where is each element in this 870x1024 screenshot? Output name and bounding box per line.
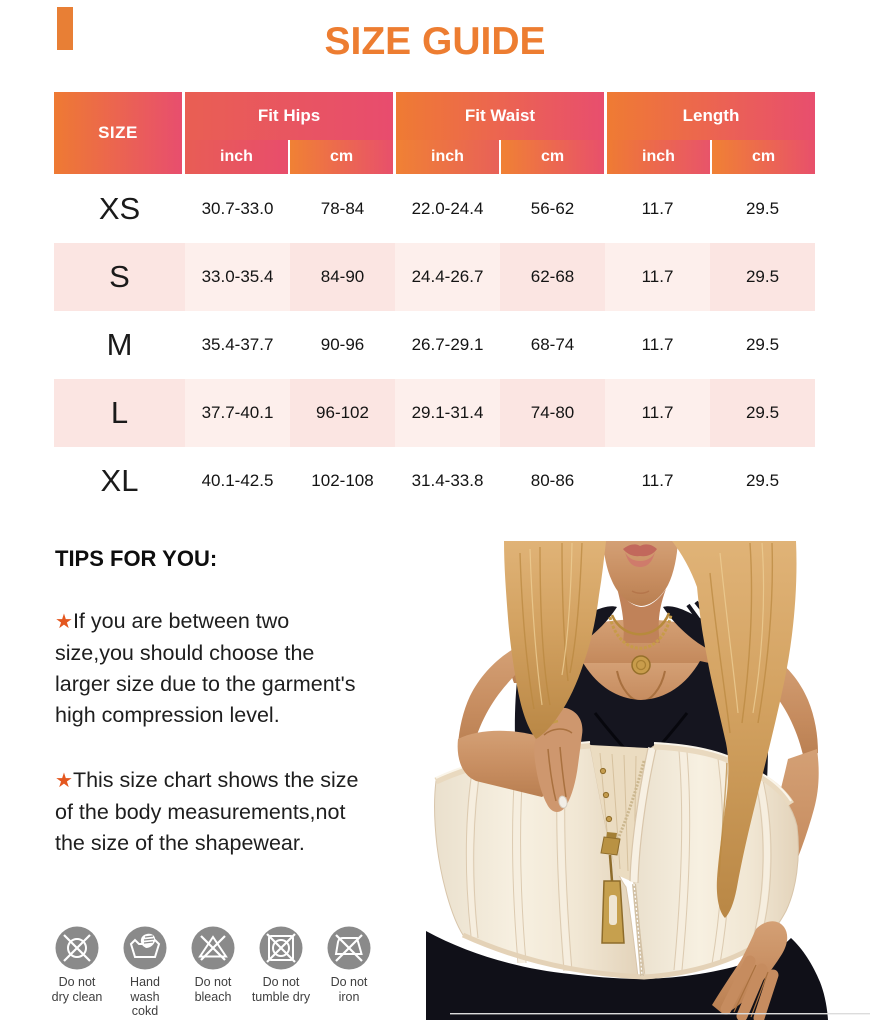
- table-header: SIZE Fit Hips inch cm Fit Waist inch cm …: [54, 92, 815, 174]
- size-chart-table: SIZE Fit Hips inch cm Fit Waist inch cm …: [54, 92, 815, 515]
- col-header-fit-hips: Fit Hips: [185, 92, 393, 140]
- size-label: XL: [100, 463, 139, 498]
- col-header-length-cm: cm: [712, 140, 815, 174]
- cell-waist-inch: 24.4-26.7: [395, 243, 500, 311]
- do-not-iron-icon: [327, 926, 371, 970]
- col-header-length-inch: inch: [607, 140, 710, 174]
- col-header-size: SIZE: [54, 92, 182, 174]
- table-row-m: M 35.4-37.7 90-96 26.7-29.1 68-74 11.7 2…: [54, 311, 815, 379]
- care-item: Do not tumble dry: [250, 926, 312, 1019]
- product-photo: [426, 541, 870, 1020]
- col-group-fit-waist: Fit Waist inch cm: [396, 92, 604, 174]
- table-row-s: S 33.0-35.4 84-90 24.4-26.7 62-68 11.7 2…: [54, 243, 815, 311]
- care-label: Do not tumble dry: [251, 975, 311, 1004]
- care-item: Do not bleach: [182, 926, 244, 1019]
- tips-heading: TIPS FOR YOU:: [55, 546, 218, 571]
- tip-text-line: of the body measurements,not: [55, 800, 346, 824]
- table-body: XS 30.7-33.0 78-84 22.0-24.4 56-62 11.7 …: [54, 175, 815, 515]
- cell-length-inch: 11.7: [641, 199, 674, 218]
- cell-waist-cm: 68-74: [530, 335, 575, 354]
- fingernail: [558, 795, 568, 809]
- model-left-hand: [457, 707, 583, 812]
- cell-length-inch: 11.7: [641, 471, 674, 490]
- table-row-xs: XS 30.7-33.0 78-84 22.0-24.4 56-62 11.7 …: [54, 175, 815, 243]
- tips-section: TIPS FOR YOU: ★If you are between two si…: [55, 546, 425, 859]
- care-label: Do not bleach: [194, 975, 232, 1004]
- col-group-length: Length inch cm: [607, 92, 815, 174]
- size-label: XS: [98, 191, 141, 226]
- cell-waist-inch: 22.0-24.4: [411, 199, 484, 218]
- cell-waist-cm: 74-80: [500, 379, 605, 447]
- cell-waist-inch: 26.7-29.1: [411, 335, 484, 354]
- cell-length-inch: 11.7: [641, 335, 674, 354]
- tip-text-line: If you are between two: [72, 609, 290, 633]
- table-row-xl: XL 40.1-42.5 102-108 31.4-33.8 80-86 11.…: [54, 447, 815, 515]
- cell-hips-cm: 96-102: [290, 379, 395, 447]
- cell-length-cm: 29.5: [745, 199, 780, 218]
- do-not-tumble-dry-icon: [259, 926, 303, 970]
- waist-trainer: [434, 741, 799, 980]
- size-label: L: [54, 379, 185, 447]
- care-item: Hand wash cokd: [114, 926, 176, 1019]
- cell-hips-inch: 37.7-40.1: [185, 379, 290, 447]
- tip-text-line: size,you should choose the: [55, 641, 315, 665]
- cell-hips-cm: 102-108: [311, 471, 374, 490]
- cell-length-cm: 29.5: [710, 379, 815, 447]
- tip-text-line: high compression level.: [55, 703, 280, 727]
- care-item: Do not dry clean: [46, 926, 108, 1019]
- care-label: Do not dry clean: [51, 975, 103, 1004]
- col-header-waist-cm: cm: [501, 140, 604, 174]
- tip-item: ★This size chart shows the size of the b…: [55, 765, 425, 859]
- tip-text-line: the size of the shapewear.: [55, 831, 305, 855]
- cell-length-inch: 11.7: [605, 243, 710, 311]
- cell-length-cm: 29.5: [745, 471, 780, 490]
- cell-waist-inch: 29.1-31.4: [395, 379, 500, 447]
- care-label: Hand wash cokd: [130, 975, 160, 1018]
- hand-wash-icon: [123, 926, 167, 970]
- cell-waist-cm: 62-68: [500, 243, 605, 311]
- cell-hips-cm: 84-90: [290, 243, 395, 311]
- cell-waist-cm: 56-62: [530, 199, 575, 218]
- size-label: M: [106, 327, 133, 362]
- col-header-waist-inch: inch: [396, 140, 499, 174]
- cell-hips-inch: 40.1-42.5: [201, 471, 274, 490]
- col-header-hips-inch: inch: [185, 140, 288, 174]
- page-title: SIZE GUIDE: [324, 20, 546, 63]
- cell-hips-inch: 35.4-37.7: [201, 335, 274, 354]
- cell-waist-inch: 31.4-33.8: [411, 471, 484, 490]
- cell-hips-cm: 90-96: [320, 335, 365, 354]
- cell-hips-cm: 78-84: [320, 199, 365, 218]
- care-instructions: Do not dry clean Hand wash cokd Do not blea…: [46, 926, 380, 1019]
- cell-waist-cm: 80-86: [530, 471, 575, 490]
- necklace: [608, 612, 673, 675]
- cell-length-inch: 11.7: [605, 379, 710, 447]
- size-label: S: [54, 243, 185, 311]
- model-right-hand: [712, 921, 788, 1020]
- zipper: [600, 760, 646, 944]
- photo-bottom-edge: [450, 1013, 870, 1015]
- table-row-l: L 37.7-40.1 96-102 29.1-31.4 74-80 11.7 …: [54, 379, 815, 447]
- model-hair: [504, 541, 797, 918]
- cell-hips-inch: 30.7-33.0: [201, 199, 274, 218]
- tip-item: ★If you are between two size,you should …: [55, 606, 425, 731]
- col-header-fit-waist: Fit Waist: [396, 92, 604, 140]
- care-label: Do not iron: [330, 975, 368, 1004]
- star-icon: ★: [55, 611, 73, 633]
- care-item: Do not iron: [318, 926, 380, 1019]
- col-header-length: Length: [607, 92, 815, 140]
- brand-accent-bar: [57, 7, 73, 50]
- cell-hips-inch: 33.0-35.4: [185, 243, 290, 311]
- do-not-bleach-icon: [191, 926, 235, 970]
- tip-text-line: larger size due to the garment's: [55, 672, 356, 696]
- col-header-hips-cm: cm: [290, 140, 393, 174]
- tip-text-line: This size chart shows the size: [72, 768, 359, 792]
- cell-length-cm: 29.5: [710, 243, 815, 311]
- col-group-fit-hips: Fit Hips inch cm: [185, 92, 393, 174]
- cell-length-cm: 29.5: [745, 335, 780, 354]
- pendant-icon: [631, 655, 651, 675]
- star-icon: ★: [55, 770, 73, 792]
- do-not-dry-clean-icon: [55, 926, 99, 970]
